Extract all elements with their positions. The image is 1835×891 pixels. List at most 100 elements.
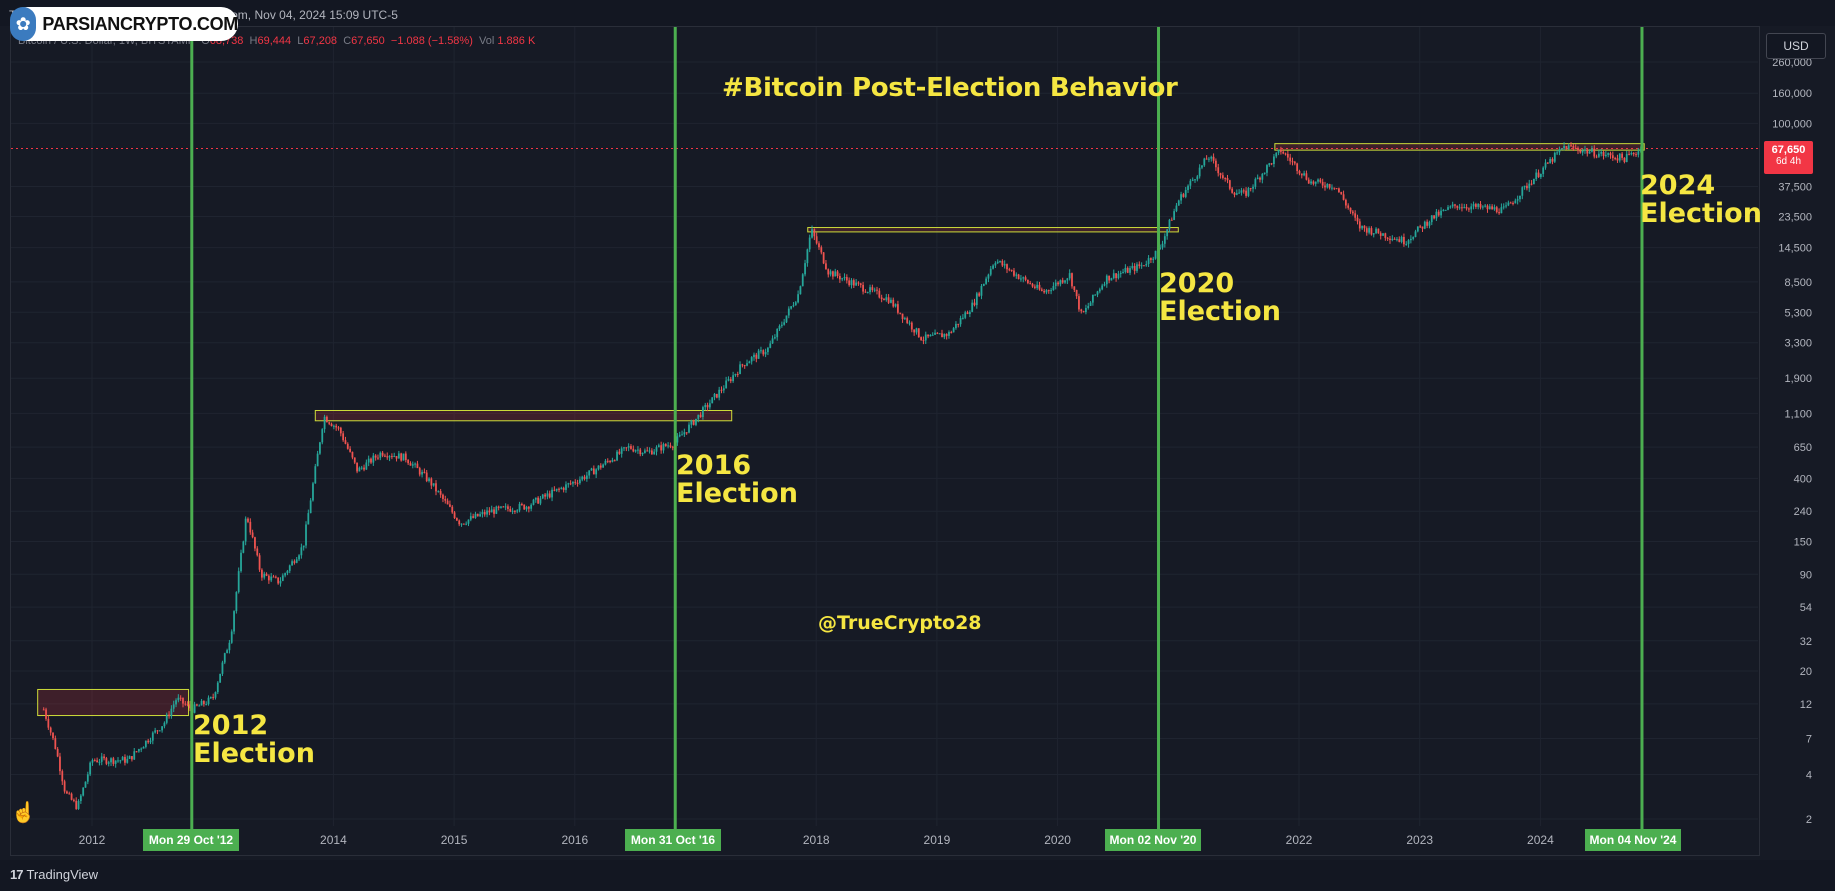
candle-body (1324, 185, 1326, 188)
candle-body (567, 483, 570, 485)
candle-body (1451, 204, 1454, 207)
candle-body (943, 333, 946, 338)
candle-body (474, 513, 477, 518)
candle-body (585, 475, 588, 479)
candle-body (423, 471, 426, 473)
candle-body (1249, 188, 1252, 190)
candle-body (161, 726, 163, 731)
candle-body (869, 287, 871, 293)
candle-body (866, 292, 869, 294)
candle-body (1454, 204, 1456, 206)
candle-body (272, 576, 275, 578)
candle-body (1537, 172, 1540, 178)
candle-body (1022, 277, 1025, 279)
candle-body (370, 458, 372, 463)
candle-body (825, 263, 827, 270)
candle-body (581, 476, 584, 480)
candle-body (193, 704, 196, 713)
candle-body (1212, 156, 1215, 161)
election-2016-label: 2016 Election (676, 452, 798, 508)
candle-body (66, 791, 68, 794)
candle-body (288, 565, 291, 571)
candle-body (920, 337, 923, 341)
candle-body (843, 277, 846, 279)
candle-body (1177, 200, 1180, 206)
candle-body (688, 424, 690, 433)
candle-body (755, 354, 758, 359)
candle-body (1351, 211, 1354, 214)
candle-body (852, 280, 855, 286)
hand-cursor-icon[interactable]: ☝ (11, 802, 36, 824)
candle-body (298, 555, 300, 560)
candle-body (611, 460, 614, 462)
candle-body (739, 364, 741, 375)
candle-body (908, 322, 911, 324)
candle-body (655, 447, 658, 452)
candle-body (1170, 219, 1173, 221)
candle-body (1221, 175, 1224, 178)
candle-body (1150, 258, 1152, 260)
tradingview-brand: TradingView (26, 867, 99, 882)
x-tick-label: 2023 (1406, 833, 1433, 847)
candle-body (1122, 272, 1124, 274)
candle-body (829, 271, 832, 275)
candle-body (284, 573, 287, 576)
tradingview-logo[interactable]: 17 TradingView (10, 867, 98, 882)
candle-body (1129, 268, 1131, 273)
candle-body (753, 354, 755, 358)
candle-body (732, 375, 735, 382)
candle-body (200, 700, 203, 706)
candle-body (1507, 202, 1510, 206)
candle-body (435, 483, 437, 492)
candle-body (1043, 290, 1046, 293)
candle-body (711, 397, 714, 404)
candle-body (664, 444, 667, 447)
candle-body (1089, 302, 1092, 306)
candle-body (235, 592, 238, 612)
last-price: 67,650 (1771, 144, 1806, 156)
candle-body (792, 305, 795, 307)
candle-body (1078, 296, 1080, 310)
candle-body (750, 357, 753, 362)
candle-body (1115, 273, 1117, 279)
candle-body (1405, 243, 1408, 245)
candle-body (776, 328, 779, 338)
candle-body (1333, 187, 1336, 189)
candle-body (681, 434, 683, 436)
y-tick-label: 90 (1800, 569, 1812, 581)
candle-body (562, 487, 565, 490)
candle-body (1259, 177, 1261, 180)
candle-body (1621, 153, 1624, 158)
candle-body (205, 704, 208, 706)
candle-body (472, 516, 475, 518)
candle-body (1542, 167, 1545, 174)
x-tick-label: 2019 (924, 833, 951, 847)
candle-body (1286, 153, 1289, 158)
candle-body (1618, 153, 1621, 161)
y-tick-label: 23,500 (1778, 212, 1812, 224)
candle-body (906, 318, 909, 323)
resistance-box (314, 409, 733, 422)
candle-body (1544, 162, 1547, 168)
candle-body (377, 457, 379, 459)
candle-body (1024, 277, 1027, 280)
candle-body (699, 414, 702, 418)
currency-button[interactable]: USD (1766, 33, 1826, 59)
candle-body (1163, 236, 1166, 244)
candle-body (386, 456, 389, 458)
ohlc-legend: Bitcoin / U.S. Dollar, 1W, BITSTAMP O68,… (18, 35, 535, 47)
candle-body (502, 506, 505, 508)
candle-body (1526, 185, 1528, 189)
candle-body (1512, 202, 1514, 204)
candle-body (1382, 233, 1384, 236)
candle-body (339, 427, 342, 434)
candle-body (1326, 184, 1329, 188)
candle-body (936, 332, 939, 334)
candle-body (1006, 264, 1008, 270)
candle-body (1217, 167, 1220, 174)
candle-body (913, 329, 916, 333)
candle-body (532, 499, 535, 505)
candle-body (1205, 158, 1208, 160)
candle-body (168, 714, 170, 717)
